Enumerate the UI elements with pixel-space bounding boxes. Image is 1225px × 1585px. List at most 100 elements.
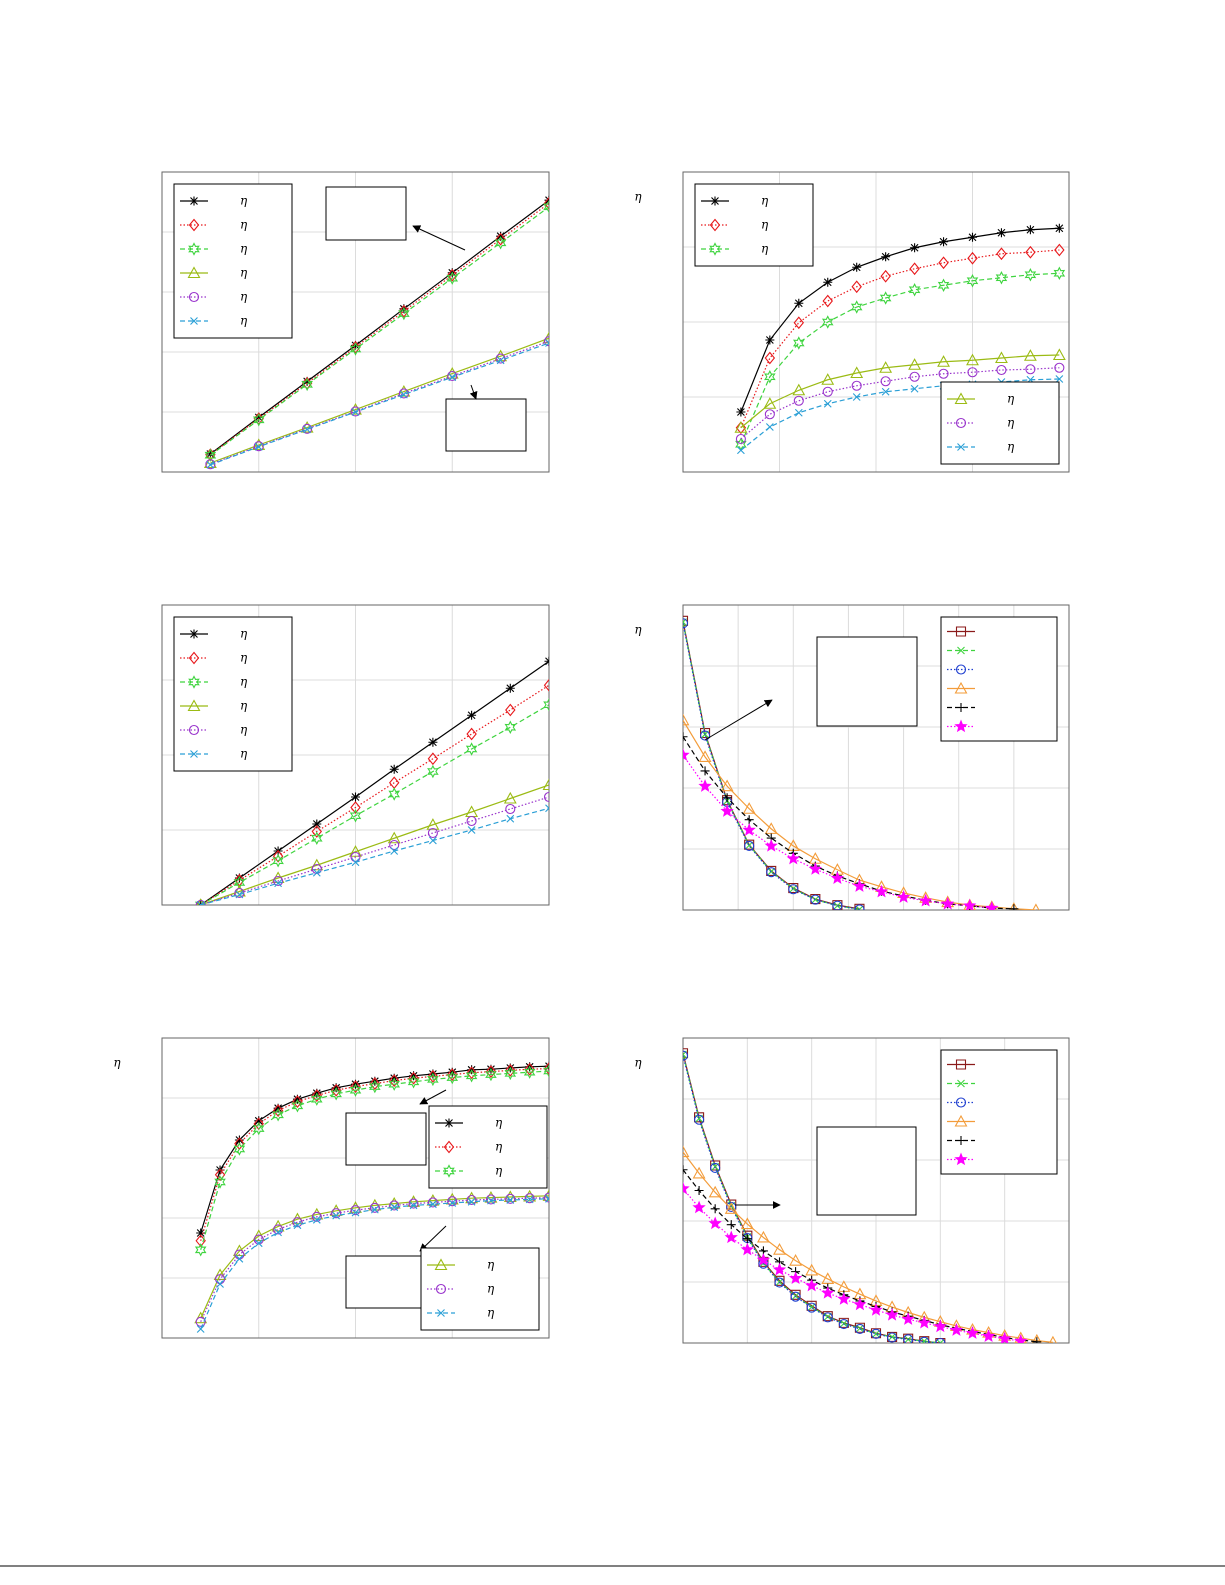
- marker: [292, 1217, 303, 1228]
- marker: [349, 845, 362, 857]
- marker: [870, 1328, 882, 1339]
- marker: [908, 358, 922, 370]
- marker: [736, 407, 746, 417]
- marker: [487, 1196, 495, 1205]
- marker: [786, 851, 800, 865]
- legend-label: η: [240, 675, 248, 689]
- marker: [909, 371, 920, 382]
- axes-frame: [161, 604, 550, 906]
- marker: [524, 1062, 535, 1076]
- marker: [821, 1285, 835, 1299]
- marker: [543, 698, 549, 712]
- marker: [302, 423, 313, 434]
- marker: [446, 1070, 459, 1085]
- marker: [708, 1216, 722, 1230]
- marker: [805, 1278, 819, 1292]
- marker: [351, 792, 360, 802]
- marker: [311, 1211, 322, 1222]
- marker: [195, 1316, 206, 1327]
- marker: [543, 1192, 549, 1203]
- marker: [788, 1271, 803, 1284]
- marker: [807, 1303, 816, 1311]
- marker: [330, 1087, 342, 1101]
- marker: [485, 1065, 497, 1078]
- legend-label: η: [495, 1116, 503, 1130]
- marker: [998, 1331, 1012, 1343]
- marker: [1024, 268, 1037, 282]
- marker: [293, 1221, 302, 1230]
- marker: [252, 413, 265, 427]
- marker: [196, 1325, 205, 1333]
- series-line: [200, 1197, 549, 1323]
- marker: [214, 1175, 226, 1189]
- marker: [981, 1329, 996, 1342]
- marker: [941, 896, 955, 910]
- axes-frame: [682, 171, 1070, 473]
- marker: [543, 1062, 549, 1075]
- inset-box: [345, 1112, 427, 1166]
- series-layer: [734, 223, 1066, 455]
- marker: [838, 1319, 849, 1330]
- series-layer: [194, 656, 549, 905]
- marker: [494, 236, 507, 250]
- marker: [389, 764, 399, 774]
- marker: [350, 340, 361, 354]
- marker: [888, 1333, 896, 1341]
- marker: [683, 1145, 690, 1158]
- marker: [273, 875, 284, 887]
- marker: [291, 1099, 304, 1113]
- marker: [312, 868, 321, 877]
- marker: [683, 1165, 688, 1175]
- marker: [310, 1207, 324, 1220]
- marker: [426, 818, 440, 830]
- marker: [766, 867, 777, 878]
- marker: [955, 1097, 967, 1108]
- marker: [349, 809, 362, 823]
- marker: [955, 626, 967, 637]
- marker: [190, 317, 198, 325]
- y-axis-label: η: [634, 190, 642, 204]
- marker: [909, 262, 920, 276]
- series-layer: [683, 1048, 1057, 1343]
- marker: [446, 271, 459, 285]
- marker: [543, 200, 549, 214]
- marker: [427, 752, 439, 766]
- marker: [854, 903, 865, 910]
- marker: [234, 1135, 244, 1145]
- marker: [709, 242, 721, 256]
- marker: [505, 1064, 516, 1077]
- marker: [772, 1262, 787, 1276]
- series-line: [200, 660, 549, 905]
- marker: [206, 460, 215, 469]
- marker: [852, 262, 862, 272]
- marker: [292, 1095, 303, 1108]
- marker: [918, 893, 933, 907]
- marker: [505, 1193, 516, 1204]
- marker: [966, 274, 979, 288]
- marker: [254, 442, 263, 451]
- marker: [188, 218, 200, 232]
- marker: [919, 1336, 930, 1343]
- marker: [302, 376, 312, 386]
- marker: [764, 822, 778, 834]
- marker: [447, 370, 458, 382]
- marker: [506, 1196, 515, 1204]
- marker: [956, 703, 966, 712]
- marker: [303, 425, 312, 434]
- marker: [369, 1079, 381, 1094]
- marker: [1032, 1337, 1042, 1343]
- inset-arrow: [419, 1225, 447, 1252]
- marker: [742, 823, 756, 836]
- marker: [869, 1303, 883, 1316]
- marker: [447, 1068, 458, 1081]
- marker: [503, 791, 517, 804]
- marker: [881, 387, 890, 396]
- marker: [1055, 375, 1064, 383]
- marker: [437, 1309, 445, 1317]
- marker: [427, 1070, 439, 1083]
- marker: [683, 713, 690, 726]
- marker: [523, 1065, 536, 1079]
- legend-label: η: [240, 290, 248, 304]
